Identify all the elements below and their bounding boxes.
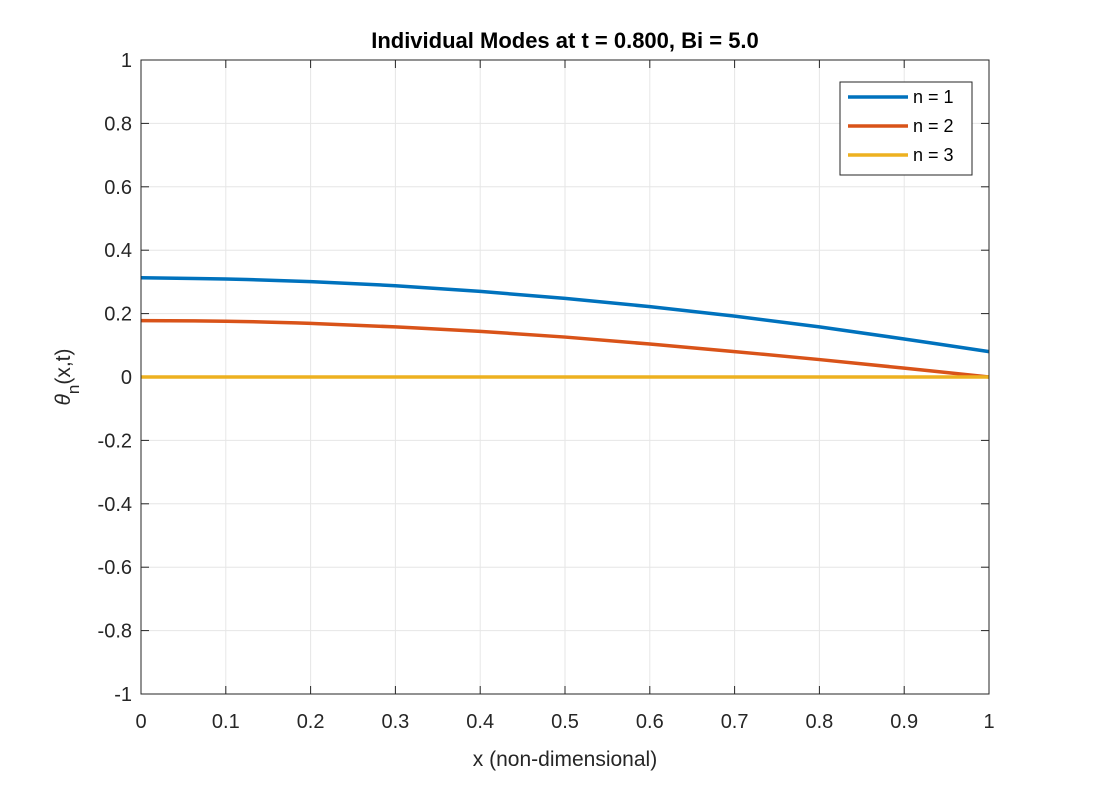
- legend-label: n = 2: [913, 116, 954, 136]
- y-tick-label: 0.2: [104, 304, 132, 326]
- x-tick-label: 0.7: [721, 711, 749, 733]
- x-tick-label: 0.8: [805, 711, 833, 733]
- y-tick-label: 0.4: [104, 240, 132, 262]
- x-axis-label: x (non-dimensional): [473, 748, 657, 771]
- plot-series: [140, 276, 990, 379]
- axes-frame: [140, 59, 990, 695]
- legend-item: n = 2: [848, 116, 954, 136]
- y-tick-label: -0.8: [98, 621, 132, 643]
- y-tick-label: 0: [121, 367, 132, 389]
- y-tick-label: -1: [114, 684, 132, 706]
- chart-title: Individual Modes at t = 0.800, Bi = 5.0: [371, 28, 759, 53]
- x-tick-label: 1: [983, 711, 994, 733]
- series-line-n1: [140, 276, 990, 354]
- x-tick-label: 0.9: [890, 711, 918, 733]
- x-tick-label: 0.6: [636, 711, 664, 733]
- y-axis-label-suffix: (x,t): [52, 348, 75, 384]
- legend-label: n = 1: [913, 87, 954, 107]
- x-tick-label: 0.1: [212, 711, 240, 733]
- y-tick-label: -0.2: [98, 430, 132, 452]
- y-tick-label: 0.6: [104, 177, 132, 199]
- legend-item: n = 3: [848, 145, 954, 165]
- y-tick-label: -0.6: [98, 557, 132, 579]
- y-tick-labels: -1 -0.8 -0.6 -0.4 -0.2 0 0.2 0.4 0.6 0.8 1: [98, 50, 132, 706]
- series-line-n2: [140, 318, 990, 379]
- x-tick-label: 0.5: [551, 711, 579, 733]
- y-axis-label-symbol: θ: [52, 394, 75, 406]
- x-tick-label: 0.3: [381, 711, 409, 733]
- x-tick-labels: 0 0.1 0.2 0.3 0.4 0.5 0.6 0.7 0.8 0.9 1: [135, 711, 994, 733]
- legend: n = 1 n = 2 n = 3: [839, 81, 973, 176]
- x-tick-label: 0.4: [466, 711, 494, 733]
- y-axis-label: θn(x,t): [52, 348, 83, 405]
- y-axis-label-subscript: n: [64, 385, 83, 394]
- x-tick-label: 0.2: [297, 711, 325, 733]
- y-tick-label: 1: [121, 50, 132, 72]
- y-tick-label: -0.4: [98, 494, 132, 516]
- legend-label: n = 3: [913, 145, 954, 165]
- svg-text:θn(x,t): θn(x,t): [52, 348, 83, 405]
- x-tick-label: 0: [135, 711, 146, 733]
- y-tick-label: 0.8: [104, 113, 132, 135]
- legend-item: n = 1: [848, 87, 954, 107]
